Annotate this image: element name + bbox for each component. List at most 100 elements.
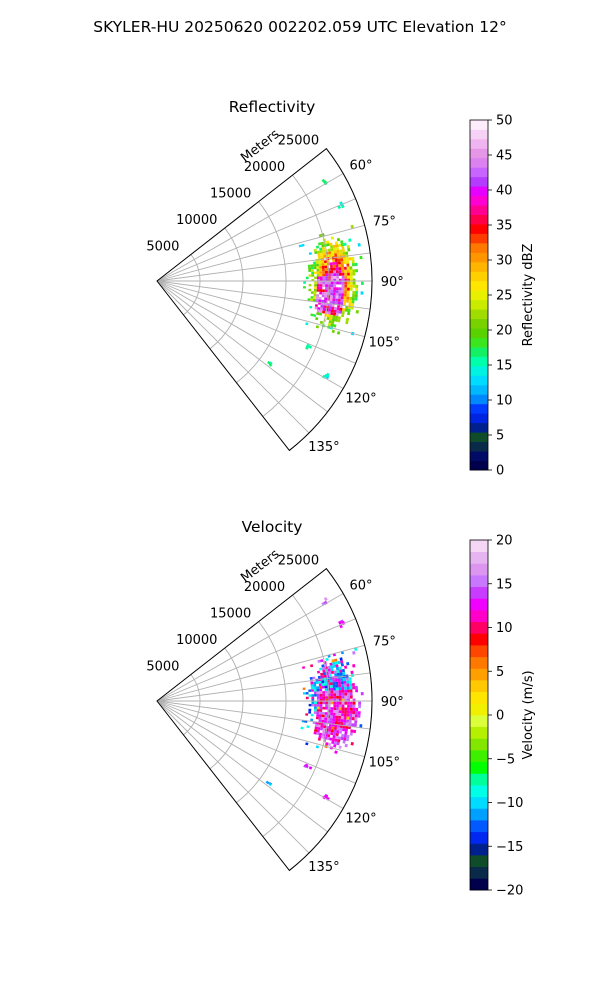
echo-cell [335,312,339,317]
echo-cell [315,745,320,749]
radial-tick-label: 15000 [210,607,251,622]
echo-cell [308,345,313,349]
colorbar-tick-label: −15 [496,840,523,855]
colorbar-segment [470,299,488,310]
echo-cell [331,320,335,325]
colorbar-label: Velocity (m/s) [521,670,536,759]
echo-cell [335,710,339,714]
colorbar-segment [470,224,488,234]
echo-cell [347,275,350,279]
colorbar-segment [470,610,488,623]
echo-cell [335,732,339,737]
echo-cell [317,307,321,310]
echo-cell [349,695,353,699]
echo-cell [320,304,324,308]
echo-cell [341,710,345,714]
echo-cell [346,260,350,264]
echo-cell [349,710,353,714]
echo-cell [344,665,348,669]
echo-cell [335,290,339,294]
echo-cell [330,729,334,733]
echo-cell [332,292,336,296]
echo-cell [315,261,319,264]
echo-cell [358,704,361,709]
echo-cell [335,244,339,248]
echo-cell [338,287,342,291]
echo-cell [339,252,343,256]
echo-cell [322,271,326,274]
echo-cell [347,311,351,316]
colorbar-segment [470,205,488,215]
echo-cell [341,704,345,708]
angle-tick-label: 105° [369,755,400,770]
echo-cell [333,741,338,745]
echo-cell [338,710,342,714]
echo-cell [333,324,337,328]
echo-cell [313,266,317,270]
echo-cell [308,708,312,712]
echo-cell [310,296,314,299]
echo-cell [311,701,315,704]
echo-cell [352,710,356,715]
echo-cell [314,724,318,727]
echo-cell [308,274,312,277]
colorbar-tick-label: 25 [496,289,513,304]
echo-cell [339,249,343,253]
echo-cell [340,721,344,726]
colorbar-segment [470,309,488,320]
echo-cell [352,714,356,718]
colorbar-segment [470,176,488,187]
echo-cell [324,685,328,689]
echo-cell [324,297,328,301]
echo-cell [359,724,363,728]
echo-cell [352,664,356,668]
echo-cell [341,272,345,276]
echo-cell [318,263,322,267]
echo-cell [319,310,323,314]
echo-cell [343,677,347,682]
echo-cell [316,263,319,267]
echo-cell [333,267,336,271]
echo-cell [352,269,356,273]
angle-tick-label: 135° [308,440,339,455]
echo-cell [349,701,353,705]
echo-cell [343,737,347,741]
echo-cell [337,681,341,685]
echo-cell [322,669,326,673]
echo-cell [330,287,334,290]
echo-cell [318,312,323,316]
echo-cell [319,271,323,274]
echo-cell [314,701,317,705]
echo-cell [308,694,312,697]
echo-cell [319,247,323,251]
echo-cell [338,290,342,294]
echo-cell [325,696,328,699]
echo-cell [316,686,320,689]
echo-cell [311,696,315,700]
echo-cell [313,271,317,275]
echo-cell [329,317,333,321]
echo-cell [315,716,319,720]
echo-cell [338,707,342,711]
echo-cell [314,304,318,307]
colorbar-segment [470,540,488,553]
echo-cell [341,287,345,291]
echo-cell [344,692,348,696]
echo-cell [316,268,320,272]
echo-cell [324,690,328,694]
echo-cell [315,681,319,684]
colorbar-segment [470,214,488,225]
echo-cell [329,718,333,721]
echo-cell [333,726,338,731]
angle-tick-label: 120° [345,812,376,827]
echo-cell [316,704,320,707]
echo-cell [346,293,350,297]
echo-cell [307,298,311,301]
echo-cell [318,296,322,300]
echo-cell [348,677,352,681]
echo-cell [322,691,326,694]
echo-cell [340,243,344,247]
echo-cell [346,683,350,687]
echo-cell [330,267,334,271]
echo-cell [337,736,341,740]
